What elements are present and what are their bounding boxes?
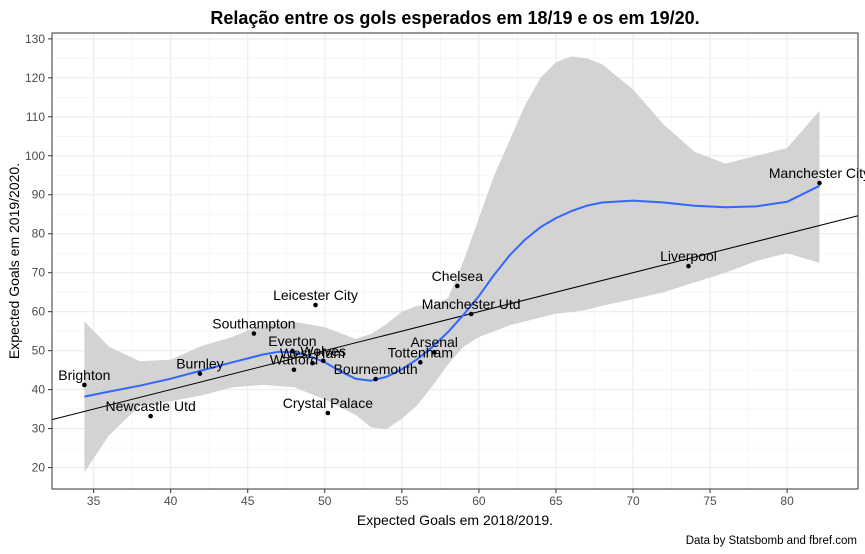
- point-label: Bournemouth: [334, 361, 418, 377]
- y-tick-label: 70: [32, 266, 46, 280]
- y-tick-label: 130: [25, 32, 45, 46]
- x-tick-label: 65: [549, 494, 563, 508]
- data-point: [373, 376, 378, 382]
- data-point: [291, 367, 297, 373]
- point-label: Arsenal: [410, 334, 457, 350]
- y-tick-label: 80: [32, 227, 46, 241]
- data-point: [82, 382, 87, 388]
- point-label: Watford: [270, 352, 319, 368]
- point-label: Newcastle Utd: [105, 398, 195, 414]
- caption: Data by Statsbomb and fbref.com: [686, 535, 857, 547]
- data-point: [817, 180, 822, 186]
- x-tick-label: 50: [318, 494, 332, 508]
- y-axis-ticks: 20 30 40 50 60 70 80 90 100 110 120 130: [25, 32, 52, 475]
- point-label: Brighton: [58, 367, 110, 383]
- x-tick-label: 40: [164, 494, 178, 508]
- data-point: [313, 302, 318, 308]
- data-point: [418, 360, 423, 365]
- point-label: Southampton: [212, 315, 295, 331]
- point-label: Wolves: [300, 343, 346, 359]
- x-axis-title: Expected Goals em 2018/2019.: [357, 512, 553, 528]
- point-label: West Ham: [280, 345, 345, 361]
- x-tick-label: 35: [87, 494, 101, 508]
- data-point: [455, 283, 460, 289]
- point-label: Manchester City: [769, 165, 865, 181]
- y-tick-label: 90: [32, 188, 46, 202]
- y-tick-label: 30: [32, 422, 46, 436]
- point-label: Tottenham: [388, 344, 453, 360]
- x-tick-label: 70: [626, 494, 640, 508]
- data-points: [82, 180, 822, 419]
- x-axis-ticks: 35 40 45 50 55 60 65 70 75 80: [87, 489, 794, 508]
- chart-title: Relação entre os gols esperados em 18/19…: [210, 8, 699, 28]
- x-tick-label: 45: [241, 494, 255, 508]
- y-tick-label: 40: [32, 383, 46, 397]
- point-label: Liverpool: [660, 248, 717, 264]
- point-label: Crystal Palace: [283, 395, 373, 411]
- data-point: [686, 263, 691, 269]
- data-point: [310, 360, 315, 366]
- confidence-band-area: [84, 56, 820, 473]
- point-label: Burnley: [176, 356, 223, 372]
- point-labels: Brighton Newcastle Utd Burnley Southampton E…: [58, 165, 865, 414]
- y-tick-label: 120: [25, 71, 45, 85]
- point-label: Leicester City: [273, 287, 358, 303]
- data-point: [320, 358, 326, 364]
- data-point: [197, 371, 203, 376]
- data-point: [290, 348, 295, 354]
- data-point: [431, 349, 437, 355]
- x-tick-label: 75: [703, 494, 717, 508]
- y-tick-label: 60: [32, 305, 46, 319]
- loess-smooth-line: [84, 184, 820, 398]
- x-tick-label: 55: [395, 494, 409, 508]
- y-axis-title: Expected Goals em 2019/2020.: [6, 163, 22, 359]
- y-tick-label: 110: [26, 110, 45, 124]
- y-tick-label: 100: [25, 149, 45, 163]
- reference-line: [51, 215, 859, 421]
- y-tick-label: 50: [32, 344, 46, 358]
- data-point: [325, 410, 331, 416]
- point-label: Chelsea: [432, 268, 484, 284]
- point-label: Manchester Utd: [422, 296, 521, 312]
- x-tick-label: 60: [472, 494, 486, 508]
- data-point: [468, 311, 474, 317]
- smooth-line: [84, 184, 820, 398]
- plot-border: [51, 32, 859, 490]
- point-label: Everton: [268, 333, 316, 349]
- data-point: [148, 413, 153, 419]
- x-tick-label: 80: [780, 494, 794, 508]
- data-point: [251, 331, 257, 336]
- identity-line: [51, 215, 859, 421]
- confidence-band: [84, 56, 820, 473]
- y-tick-label: 20: [32, 461, 46, 475]
